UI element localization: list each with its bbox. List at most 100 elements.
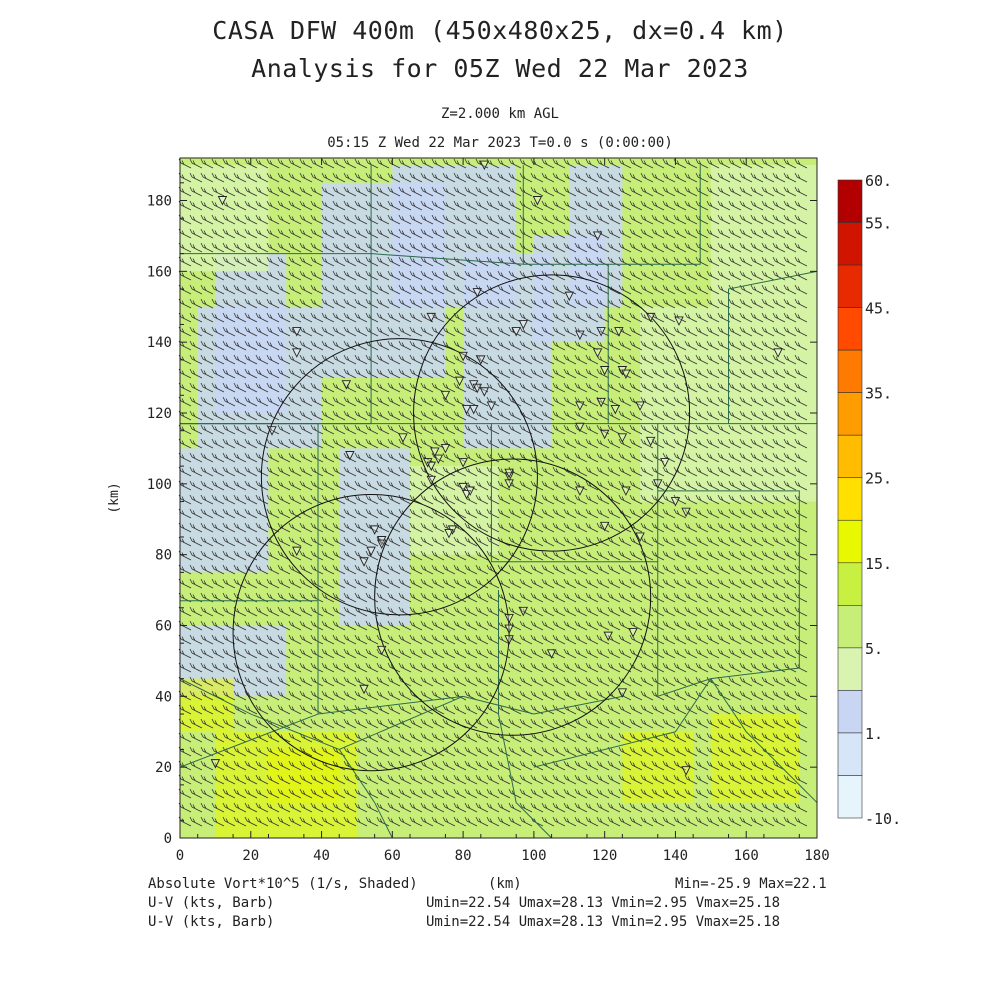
wind-barb (541, 676, 555, 687)
wind-barb (288, 606, 302, 617)
wind-barb (354, 690, 368, 701)
wind-barb (442, 662, 456, 673)
wind-barb (585, 536, 599, 547)
wind-barb (651, 214, 665, 225)
wind-barb (189, 578, 203, 589)
wind-barb (640, 606, 654, 617)
wind-barb (266, 634, 280, 645)
wind-barb (673, 200, 687, 211)
wind-barb (453, 494, 467, 505)
wind-barb (772, 704, 786, 715)
wind-barb (739, 494, 753, 505)
wind-barb (354, 648, 368, 659)
wind-barb (640, 662, 654, 673)
wind-barb (684, 200, 698, 211)
station-triangle (596, 327, 606, 337)
wind-barb (750, 158, 764, 169)
wind-barb (299, 508, 313, 519)
wind-barb (695, 410, 709, 421)
wind-barb (398, 536, 412, 547)
wind-barb (574, 774, 588, 785)
wind-barb (321, 200, 335, 211)
wind-barb (585, 774, 599, 785)
wind-barb (596, 284, 610, 295)
wind-barb (530, 564, 544, 575)
wind-barb (662, 284, 676, 295)
wind-barb (673, 382, 687, 393)
wind-barb (552, 774, 566, 785)
wind-barb (728, 424, 742, 435)
wind-barb (387, 592, 401, 603)
wind-barb (673, 634, 687, 645)
wind-barb (552, 480, 566, 491)
wind-barb (189, 256, 203, 267)
wind-barb (387, 676, 401, 687)
wind-barb (717, 620, 731, 631)
wind-barb (629, 578, 643, 589)
wind-barb (662, 214, 676, 225)
wind-barb (332, 396, 346, 407)
wind-barb (574, 410, 588, 421)
wind-barb (519, 676, 533, 687)
wind-barb (673, 270, 687, 281)
wind-barb (255, 158, 269, 169)
wind-barb (662, 718, 676, 729)
wind-barb (189, 704, 203, 715)
wind-barb (706, 368, 720, 379)
wind-barb (640, 270, 654, 281)
wind-barb (321, 564, 335, 575)
wind-barb (266, 466, 280, 477)
wind-barb (651, 718, 665, 729)
wind-barb (772, 466, 786, 477)
wind-barb (189, 354, 203, 365)
wind-barb (486, 228, 500, 239)
wind-barb (761, 802, 775, 813)
wind-barb (277, 466, 291, 477)
wind-barb (530, 298, 544, 309)
wind-barb (750, 186, 764, 197)
wind-barb (783, 578, 797, 589)
wind-barb (772, 228, 786, 239)
yellow-region (180, 678, 234, 732)
wind-barb (211, 522, 225, 533)
wind-barb (332, 802, 346, 813)
wind-barb (530, 340, 544, 351)
wind-barb (486, 340, 500, 351)
wind-barb (244, 284, 258, 295)
wind-barb (596, 494, 610, 505)
wind-barb (343, 438, 357, 449)
wind-barb (387, 298, 401, 309)
wind-barb (486, 312, 500, 323)
colorbar-label: 45. (865, 300, 892, 318)
station-triangle (267, 426, 277, 436)
wind-barb (596, 676, 610, 687)
wind-barb (717, 256, 731, 267)
title-line-2: Analysis for 05Z Wed 22 Mar 2023 (251, 54, 749, 83)
wind-barb (706, 466, 720, 477)
wind-barb (706, 522, 720, 533)
wind-barb (673, 536, 687, 547)
wind-barb (739, 760, 753, 771)
wind-barb (750, 606, 764, 617)
wind-barb (750, 620, 764, 631)
wind-barb (420, 424, 434, 435)
wind-barb (255, 228, 269, 239)
wind-barb (684, 270, 698, 281)
wind-barb (728, 648, 742, 659)
wind-barb (310, 340, 324, 351)
wind-barb (772, 634, 786, 645)
wind-barb (607, 200, 621, 211)
wind-barb (486, 200, 500, 211)
colorbar-segment (837, 264, 863, 308)
wind-barb (321, 438, 335, 449)
wind-barb (398, 354, 412, 365)
wind-barb (497, 186, 511, 197)
wind-barb (442, 746, 456, 757)
wind-barb (222, 424, 236, 435)
wind-barb (640, 746, 654, 757)
wind-barb (794, 158, 808, 169)
wind-barb (651, 606, 665, 617)
wind-barb (464, 620, 478, 631)
wind-barb (508, 788, 522, 799)
station-triangle (366, 546, 376, 557)
